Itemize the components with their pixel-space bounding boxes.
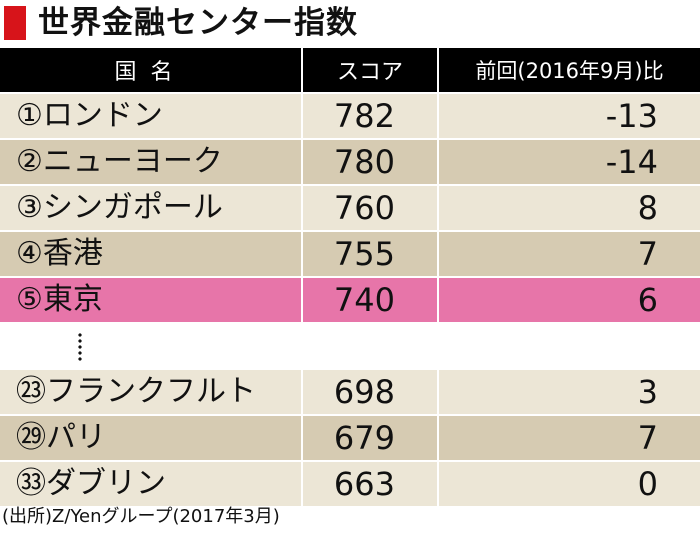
change-value: 8 bbox=[437, 184, 700, 231]
country-name: ③シンガポール bbox=[0, 184, 302, 231]
source-note: (出所)Z/Yenグループ(2017年3月) bbox=[2, 506, 280, 527]
country-name: ㉓フランクフルト bbox=[0, 368, 302, 415]
score-value: 780 bbox=[301, 138, 438, 185]
score-value: 663 bbox=[301, 460, 438, 506]
change-value: 7 bbox=[437, 230, 700, 277]
header-change: 前回(2016年9月)比 bbox=[437, 48, 700, 93]
score-value: 755 bbox=[301, 230, 438, 277]
country-name: ⑤東京 bbox=[0, 276, 302, 323]
score-value: 679 bbox=[301, 414, 438, 461]
country-name: ②ニューヨーク bbox=[0, 138, 302, 185]
table-row: ③シンガポール 760 8 bbox=[0, 184, 700, 231]
change-value: -14 bbox=[437, 138, 700, 185]
change-value: 3 bbox=[437, 368, 700, 415]
ellipsis-cell bbox=[0, 322, 302, 369]
table-row: ②ニューヨーク 780 -14 bbox=[0, 138, 700, 185]
table-row: ④香港 755 7 bbox=[0, 230, 700, 277]
title-marker bbox=[4, 6, 26, 40]
country-name: ㉝ダブリン bbox=[0, 460, 302, 506]
page-title: 世界金融センター指数 bbox=[38, 5, 358, 41]
header-score: スコア bbox=[301, 48, 438, 93]
title-bar: 世界金融センター指数 bbox=[0, 0, 700, 46]
ranking-table: 国名 スコア 前回(2016年9月)比 ①ロンドン 782 -13 ②ニューヨー… bbox=[0, 48, 700, 506]
table-row: ㉝ダブリン 663 0 bbox=[0, 460, 700, 506]
vertical-ellipsis-icon bbox=[78, 331, 82, 362]
score-value: 740 bbox=[301, 276, 438, 323]
country-name: ㉙パリ bbox=[0, 414, 302, 461]
change-value: 6 bbox=[437, 276, 700, 323]
ellipsis-row bbox=[0, 322, 700, 369]
table-row: ㉙パリ 679 7 bbox=[0, 414, 700, 461]
table-header-row: 国名 スコア 前回(2016年9月)比 bbox=[0, 48, 700, 93]
table-row: ①ロンドン 782 -13 bbox=[0, 92, 700, 139]
country-name: ①ロンドン bbox=[0, 92, 302, 139]
change-value: 0 bbox=[437, 460, 700, 506]
header-country: 国名 bbox=[0, 48, 302, 93]
score-value: 760 bbox=[301, 184, 438, 231]
change-value: 7 bbox=[437, 414, 700, 461]
score-value: 698 bbox=[301, 368, 438, 415]
table-row-highlighted: ⑤東京 740 6 bbox=[0, 276, 700, 323]
country-name: ④香港 bbox=[0, 230, 302, 277]
table-row: ㉓フランクフルト 698 3 bbox=[0, 368, 700, 415]
score-value: 782 bbox=[301, 92, 438, 139]
change-value: -13 bbox=[437, 92, 700, 139]
